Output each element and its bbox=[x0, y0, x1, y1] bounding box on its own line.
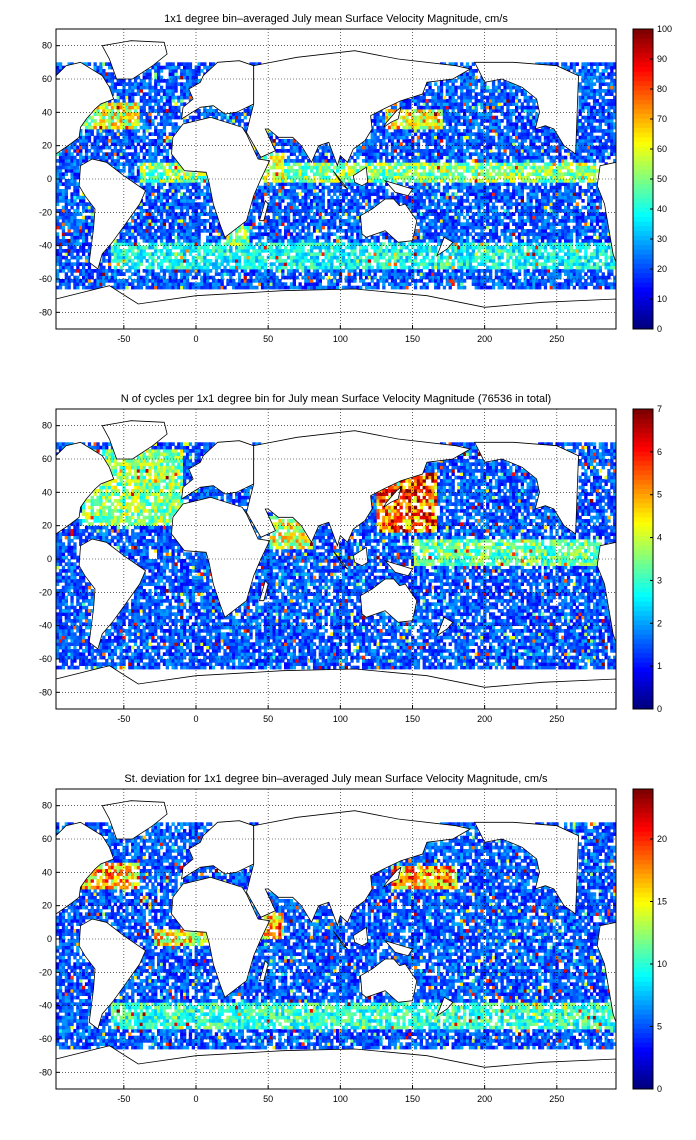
grid-lines bbox=[56, 29, 616, 329]
colorbar-tick-label: 0 bbox=[657, 1084, 662, 1094]
colorbar-tick-label: 80 bbox=[657, 84, 667, 94]
heatmap-cells bbox=[56, 442, 617, 670]
y-tick-label: 0 bbox=[47, 554, 52, 564]
y-tick-label: -60 bbox=[39, 274, 52, 284]
chart-panel-stdev: St. deviation for 1x1 degree bin–average… bbox=[0, 760, 696, 1140]
x-tick-label: 200 bbox=[477, 714, 492, 724]
coastlines bbox=[55, 420, 617, 710]
x-tick-label: 200 bbox=[477, 334, 492, 344]
chart-panel-velocity: 1x1 degree bin–averaged July mean Surfac… bbox=[0, 0, 696, 380]
y-tick-label: 40 bbox=[42, 107, 52, 117]
map-svg: N of cycles per 1x1 degree bin for July … bbox=[39, 393, 662, 724]
colorbar: 20 15 10 5 0 bbox=[632, 788, 667, 1094]
colorbar-tick-label: 15 bbox=[657, 897, 667, 907]
y-tick-label: 40 bbox=[42, 867, 52, 877]
x-tick-label: 250 bbox=[549, 334, 564, 344]
x-tick-label: 150 bbox=[405, 334, 420, 344]
map-svg: St. deviation for 1x1 degree bin–average… bbox=[39, 773, 667, 1104]
x-tick-label: 100 bbox=[333, 714, 348, 724]
y-tick-label: -20 bbox=[39, 587, 52, 597]
colorbar-tick-label: 90 bbox=[657, 54, 667, 64]
chart-title: N of cycles per 1x1 degree bin for July … bbox=[121, 393, 551, 405]
y-tick-label: -40 bbox=[39, 1001, 52, 1011]
colorbar-tick-label: 0 bbox=[657, 324, 662, 334]
colorbar-tick-label: 6 bbox=[657, 447, 662, 457]
x-tick-label: 200 bbox=[477, 1094, 492, 1104]
chart-title: 1x1 degree bin–averaged July mean Surfac… bbox=[164, 13, 508, 25]
x-tick-label: 150 bbox=[405, 714, 420, 724]
y-tick-label: -20 bbox=[39, 967, 52, 977]
y-tick-label: -80 bbox=[39, 307, 52, 317]
x-tick-label: 100 bbox=[333, 1094, 348, 1104]
colorbar-tick-label: 20 bbox=[657, 834, 667, 844]
colorbar-tick-label: 60 bbox=[657, 144, 667, 154]
colorbar-tick-label: 4 bbox=[657, 533, 662, 543]
y-tick-label: -80 bbox=[39, 1067, 52, 1077]
chart-title: St. deviation for 1x1 degree bin–average… bbox=[124, 773, 548, 785]
y-tick-label: 80 bbox=[42, 801, 52, 811]
colorbar-tick-label: 7 bbox=[657, 404, 662, 414]
y-tick-label: 40 bbox=[42, 487, 52, 497]
x-tick-label: -50 bbox=[117, 714, 130, 724]
colorbar-tick-label: 3 bbox=[657, 575, 662, 585]
chart-panel-cycles: N of cycles per 1x1 degree bin for July … bbox=[0, 380, 696, 760]
x-tick-label: -50 bbox=[117, 334, 130, 344]
y-tick-label: -60 bbox=[39, 1034, 52, 1044]
x-tick-label: 50 bbox=[263, 714, 273, 724]
y-tick-label: 0 bbox=[47, 174, 52, 184]
y-tick-label: 60 bbox=[42, 74, 52, 84]
colorbar-tick-label: 70 bbox=[657, 114, 667, 124]
y-tick-label: 60 bbox=[42, 454, 52, 464]
colorbar-tick-label: 30 bbox=[657, 234, 667, 244]
x-tick-label: 250 bbox=[549, 1094, 564, 1104]
y-tick-label: 20 bbox=[42, 901, 52, 911]
y-tick-label: 20 bbox=[42, 521, 52, 531]
colorbar-tick-label: 10 bbox=[657, 959, 667, 969]
x-tick-label: -50 bbox=[117, 1094, 130, 1104]
x-tick-label: 150 bbox=[405, 1094, 420, 1104]
colorbar-tick-label: 100 bbox=[657, 24, 672, 34]
x-tick-label: 100 bbox=[333, 334, 348, 344]
colorbar-tick-label: 0 bbox=[657, 704, 662, 714]
y-tick-label: 20 bbox=[42, 141, 52, 151]
y-tick-label: -60 bbox=[39, 654, 52, 664]
y-tick-label: -40 bbox=[39, 241, 52, 251]
y-tick-label: 80 bbox=[42, 41, 52, 51]
heatmap-cells bbox=[56, 62, 617, 290]
x-tick-label: 0 bbox=[193, 334, 198, 344]
x-tick-label: 0 bbox=[193, 1094, 198, 1104]
colorbar-tick-label: 5 bbox=[657, 490, 662, 500]
y-tick-label: 60 bbox=[42, 834, 52, 844]
grid-lines bbox=[56, 409, 616, 709]
grid-lines bbox=[56, 789, 616, 1089]
colorbar-tick-label: 1 bbox=[657, 661, 662, 671]
map-svg: 1x1 degree bin–averaged July mean Surfac… bbox=[39, 13, 672, 344]
x-tick-label: 50 bbox=[263, 1094, 273, 1104]
y-tick-label: -40 bbox=[39, 621, 52, 631]
coastlines bbox=[55, 800, 617, 1090]
y-tick-label: 80 bbox=[42, 421, 52, 431]
colorbar-tick-label: 10 bbox=[657, 294, 667, 304]
colorbar-tick-label: 20 bbox=[657, 264, 667, 274]
colorbar-tick-label: 50 bbox=[657, 174, 667, 184]
x-tick-label: 250 bbox=[549, 714, 564, 724]
y-tick-label: 0 bbox=[47, 934, 52, 944]
colorbar-tick-label: 5 bbox=[657, 1022, 662, 1032]
heatmap-cells bbox=[56, 822, 617, 1050]
x-tick-label: 50 bbox=[263, 334, 273, 344]
colorbar-tick-label: 40 bbox=[657, 204, 667, 214]
y-tick-label: -80 bbox=[39, 687, 52, 697]
colorbar-tick-label: 2 bbox=[657, 618, 662, 628]
x-tick-label: 0 bbox=[193, 714, 198, 724]
y-tick-label: -20 bbox=[39, 207, 52, 217]
colorbar: 7 6 5 4 3 2 1 0 bbox=[632, 404, 662, 714]
